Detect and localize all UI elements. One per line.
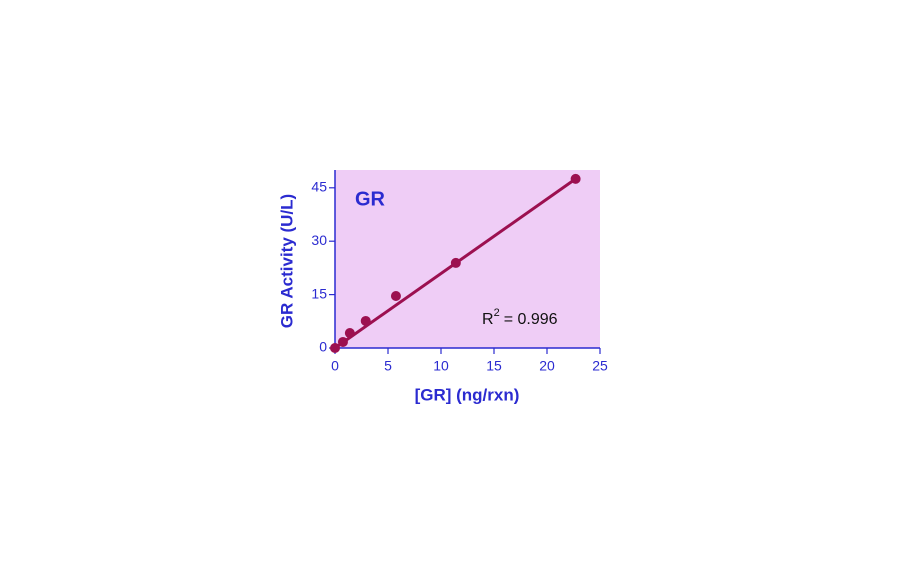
x-tick-label: 25 [592,358,608,374]
x-tick-label: 0 [331,358,339,374]
y-axis-label: GR Activity (U/L) [277,194,296,328]
point [330,343,340,353]
x-tick-label: 15 [486,358,502,374]
y-tick-label: 45 [311,179,327,195]
annotation-base: R [482,311,494,328]
x-tick-label: 10 [433,358,449,374]
annotation-text: = 0.996 [504,311,558,328]
point [390,291,401,302]
point [344,328,355,339]
y-tick-label: 30 [311,232,327,248]
point [450,257,461,268]
x-tick-label: 5 [384,358,392,374]
annotation-superscript: 2 [494,307,500,319]
chart-title: GR [355,188,386,210]
point [360,315,371,326]
y-tick-label: 0 [319,339,327,355]
y-tick-label: 15 [311,285,327,301]
annotation: R2 = 0.996 [482,307,558,328]
x-axis-label: [GR] (ng/rxn) [415,385,520,404]
point [570,173,581,184]
point [337,336,348,347]
x-tick-label: 20 [539,358,555,374]
